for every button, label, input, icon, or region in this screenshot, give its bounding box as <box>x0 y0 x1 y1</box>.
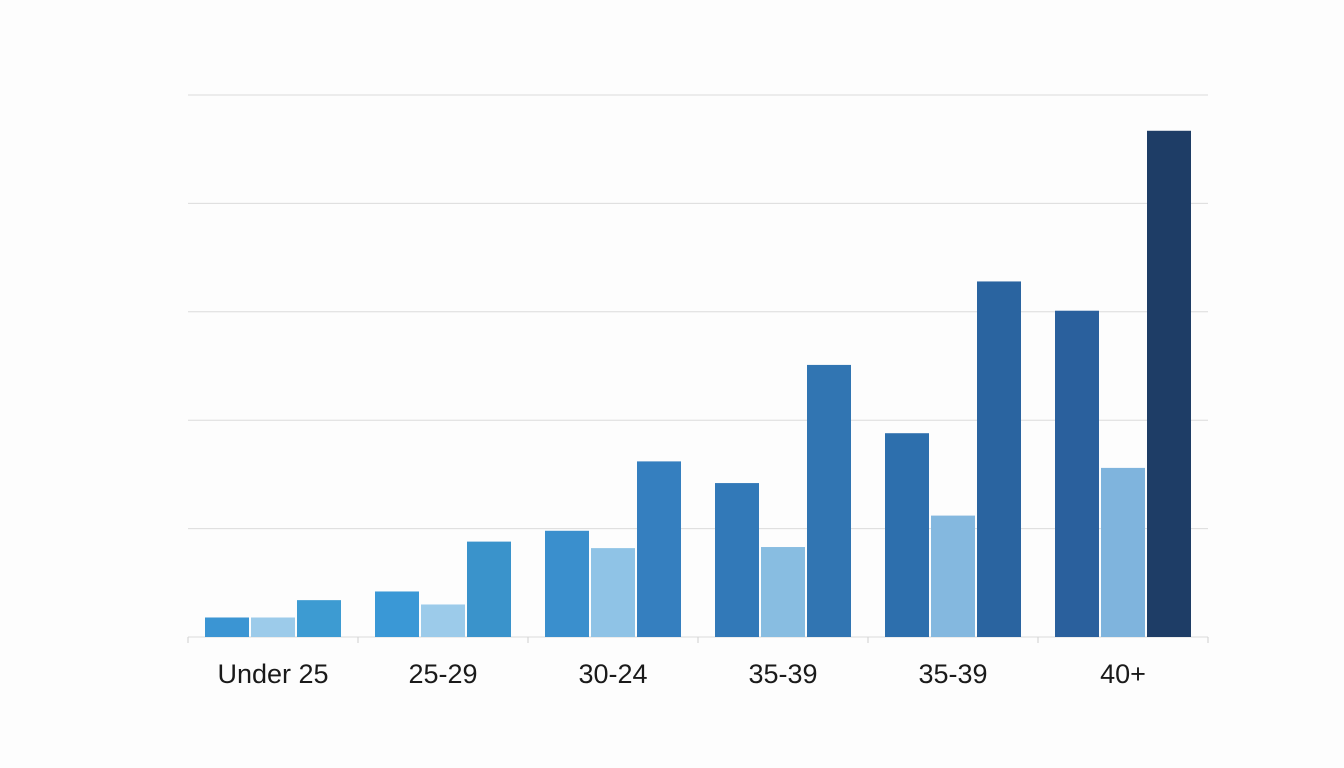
bar <box>715 483 759 637</box>
x-tick-label: 30-24 <box>578 659 647 689</box>
x-tick-label: 25-29 <box>408 659 477 689</box>
x-tick-label: 40+ <box>1100 659 1146 689</box>
bar <box>761 547 805 637</box>
bar <box>375 591 419 637</box>
bar <box>467 541 511 637</box>
x-tick-label: 35-39 <box>748 659 817 689</box>
bar <box>637 461 681 637</box>
bar <box>931 515 975 637</box>
bar <box>977 281 1021 637</box>
x-tick-label: 35-39 <box>918 659 987 689</box>
bar <box>807 364 851 637</box>
bar <box>297 600 341 637</box>
bar <box>205 617 249 637</box>
bar <box>1101 467 1145 637</box>
x-tick-label: Under 25 <box>217 659 328 689</box>
bar <box>1147 130 1191 637</box>
bar <box>545 530 589 637</box>
bar <box>591 548 635 637</box>
bar <box>421 604 465 637</box>
bar <box>251 617 295 637</box>
bar <box>885 433 929 637</box>
bar <box>1055 310 1099 637</box>
